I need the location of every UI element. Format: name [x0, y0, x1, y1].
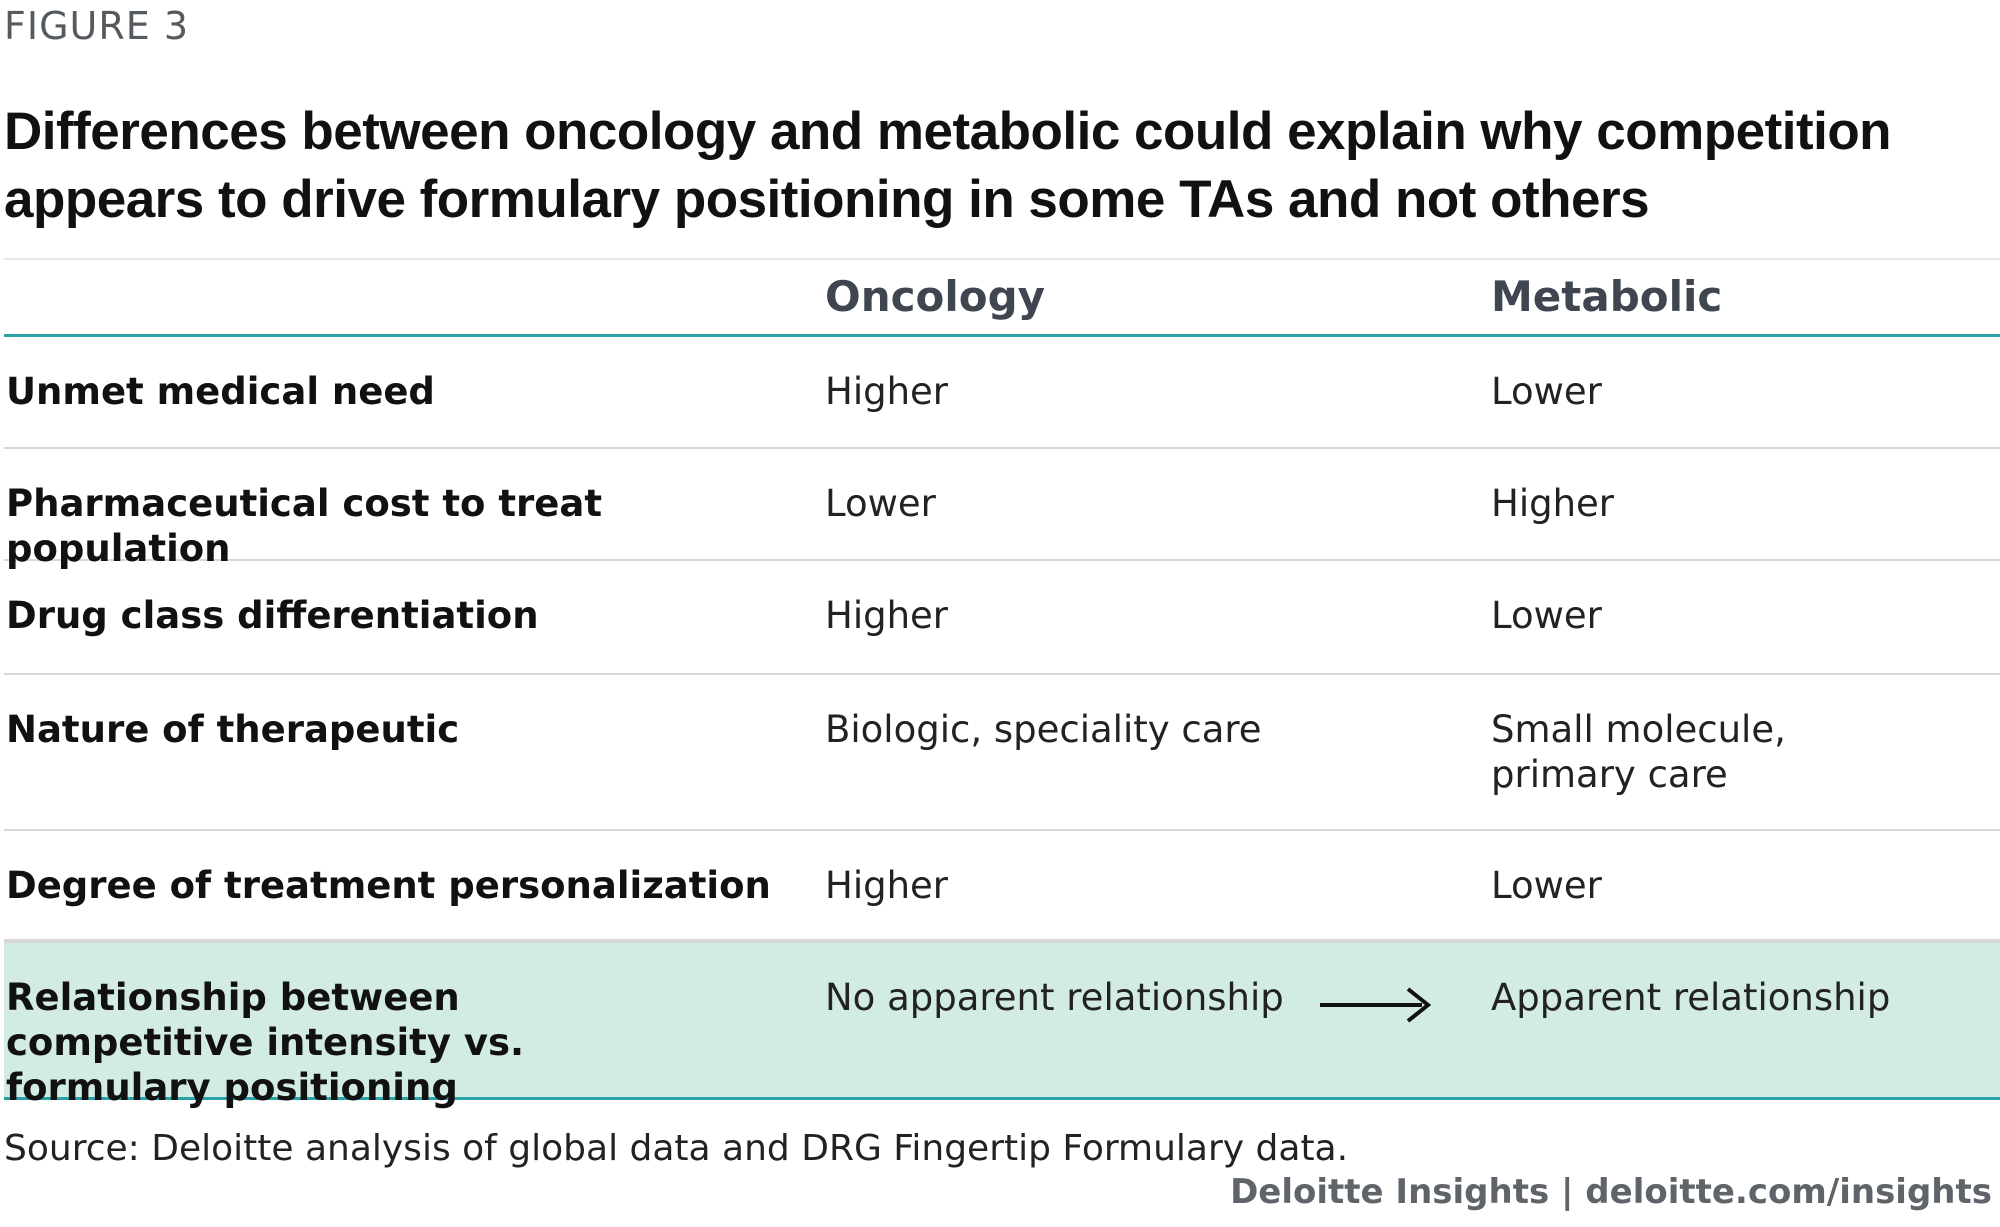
- row-label: Drug class differentiation: [6, 594, 539, 637]
- row-label: Nature of therapeutic: [6, 708, 460, 751]
- comparison-table: Oncology Metabolic Unmet medical need Hi…: [4, 258, 2000, 1109]
- table-header-row: Oncology Metabolic: [4, 258, 2000, 337]
- row-label: Relationship between competitive intensi…: [6, 976, 525, 1109]
- row-label: Unmet medical need: [6, 370, 435, 413]
- table-row: Degree of treatment personalization High…: [4, 831, 2000, 941]
- oncology-value: No apparent relationship: [825, 976, 1284, 1019]
- figure-label: FIGURE 3: [4, 4, 189, 48]
- oncology-value: Lower: [825, 482, 936, 525]
- table-row: Unmet medical need Higher Lower: [4, 337, 2000, 449]
- oncology-value: Higher: [825, 864, 949, 907]
- row-label: Degree of treatment personalization: [6, 864, 771, 907]
- oncology-value: Biologic, speciality care: [825, 708, 1262, 751]
- oncology-value: Higher: [825, 594, 949, 637]
- header-metabolic: Metabolic: [1491, 272, 1723, 321]
- right-arrow-icon: [1320, 987, 1432, 1023]
- table-row: Drug class differentiation Higher Lower: [4, 561, 2000, 675]
- metabolic-value: Apparent relationship: [1491, 976, 1891, 1019]
- table-row-highlight: Relationship between competitive intensi…: [4, 941, 2000, 1109]
- metabolic-value: Lower: [1491, 370, 1602, 413]
- metabolic-value: Lower: [1491, 864, 1602, 907]
- metabolic-value: Small molecule, primary care: [1491, 708, 1786, 796]
- row-label: Pharmaceutical cost to treat population: [6, 482, 603, 570]
- oncology-value: Higher: [825, 370, 949, 413]
- table-row: Nature of therapeutic Biologic, speciali…: [4, 675, 2000, 831]
- source-note: Source: Deloitte analysis of global data…: [4, 1128, 1349, 1169]
- metabolic-value: Higher: [1491, 482, 1615, 525]
- footer-credit: Deloitte Insights | deloitte.com/insight…: [1230, 1172, 1992, 1212]
- figure-title: Differences between oncology and metabol…: [4, 102, 1892, 229]
- table-row: Pharmaceutical cost to treat population …: [4, 449, 2000, 570]
- header-oncology: Oncology: [825, 272, 1046, 321]
- metabolic-value: Lower: [1491, 594, 1602, 637]
